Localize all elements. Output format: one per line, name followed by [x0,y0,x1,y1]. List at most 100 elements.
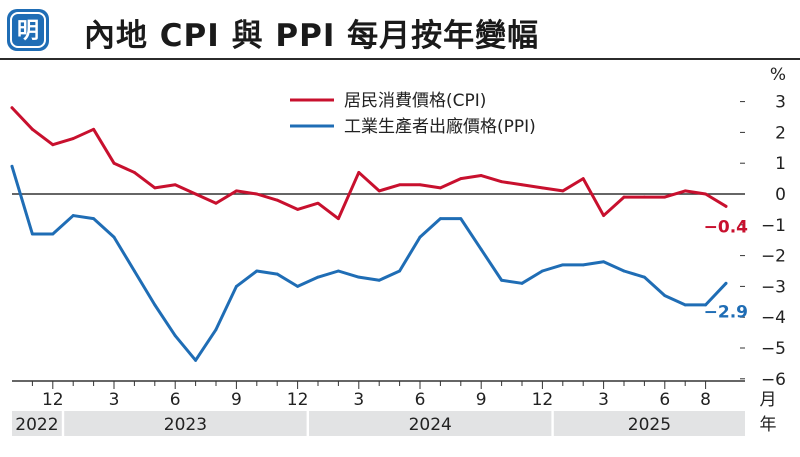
ppi-point [153,303,157,307]
cpi-point [153,186,157,190]
chart-title: 內地 CPI 與 PPI 每月按年變幅 [84,18,540,54]
cpi-point [541,186,544,190]
ppi-point [71,214,75,217]
ming-pao-logo-icon: 明 [7,9,49,51]
y-tick-label: 3 [775,93,786,113]
year-label: 2025 [628,415,671,435]
ppi-point [581,263,585,267]
year-band [309,411,552,436]
x-tick-label: 6 [170,390,181,410]
ppi-point [541,269,544,273]
ppi-point [500,278,503,282]
ppi-point [439,217,442,221]
end-value-annotation: −0.4 [704,217,749,237]
title-divider [0,58,800,60]
legend-label: 居民消費價格(CPI) [344,91,486,111]
end-value-annotation: −2.9 [704,302,748,322]
x-tick-label: 3 [353,390,364,410]
y-unit-label: % [770,65,786,85]
ppi-point [316,275,320,279]
ppi-point [194,358,198,362]
cpi-point [173,183,177,187]
cpi-point [235,189,238,193]
cpi-point [194,192,198,196]
ppi-point [459,217,463,221]
ppi-point [398,269,401,273]
cpi-point [275,198,279,202]
cpi-point [377,189,381,193]
ppi-point [643,275,646,279]
x-tick-label: 12 [287,390,309,410]
ppi-point [296,285,299,288]
ppi-point [704,303,707,307]
y-tick-label: −3 [761,277,786,297]
cpi-point [663,195,667,199]
y-tick-label: 0 [775,185,786,205]
ppi-point [10,164,14,168]
cpi-point [316,201,320,205]
series-group [10,106,728,362]
y-tick-label: −6 [761,370,786,390]
ppi-point [255,269,259,273]
ppi-point [663,294,667,298]
cpi-point [214,201,218,205]
cpi-point [337,217,340,221]
x-unit-label: 月 [760,390,777,410]
cpi-point [520,183,524,187]
y-tick-label: −2 [761,247,786,267]
chart-header: 明 內地 CPI 與 PPI 每月按年變幅 [0,0,800,58]
y-tick-label: 2 [775,123,786,143]
year-label: 2024 [409,415,452,435]
cpi-point [133,171,136,174]
ppi-point [214,328,218,331]
ppi-point [479,248,483,251]
year-unit-label: 年 [760,415,777,435]
ppi-point [683,303,687,307]
ppi-point [235,285,238,288]
y-tick-label: −4 [761,308,786,328]
cpi-point [10,106,14,110]
cpi-point [398,183,401,187]
cpi-point [602,214,605,217]
y-tick-label: −5 [761,339,786,359]
y-tick-label: 1 [775,154,786,174]
annotations: −0.4 −2.9 [704,217,749,322]
cpi-point [92,127,95,131]
ppi-point [92,217,95,221]
year-band [12,411,62,436]
year-label: 2023 [164,415,207,435]
cpi-line [10,106,728,221]
ppi-point [133,269,136,273]
y-ticks: 3 2 1 0 −1 −2 −3 −4 −5 −6 [740,93,786,390]
x-tick-label: 12 [532,390,554,410]
cpi-point [643,195,646,199]
x-tick-label: 8 [700,390,711,410]
cpi-point [112,161,116,165]
ppi-line [10,164,728,362]
y-tick-label: −1 [761,216,786,236]
ppi-point [173,334,177,338]
ppi-point [622,269,626,273]
cpi-point [51,143,55,147]
x-tick-label: 9 [476,390,487,410]
cpi-point [500,180,503,184]
ppi-point [418,235,422,239]
cpi-point [255,192,259,196]
x-tick-label: 3 [109,390,120,410]
cpi-point [724,204,728,208]
ppi-point [357,275,361,279]
year-band [553,411,745,436]
cpi-point [31,127,34,131]
logo-text: 明 [17,19,39,44]
year-bands: 2022 2023 2024 2025 [12,411,745,436]
ppi-point [602,260,605,264]
cpi-point [439,186,442,190]
x-tick-label: 3 [598,390,609,410]
cpi-point [459,177,463,181]
x-tick-label: 6 [659,390,670,410]
cpi-point [683,189,687,193]
cpi-point [622,195,626,199]
ppi-point [724,281,728,285]
ppi-point [520,281,524,285]
